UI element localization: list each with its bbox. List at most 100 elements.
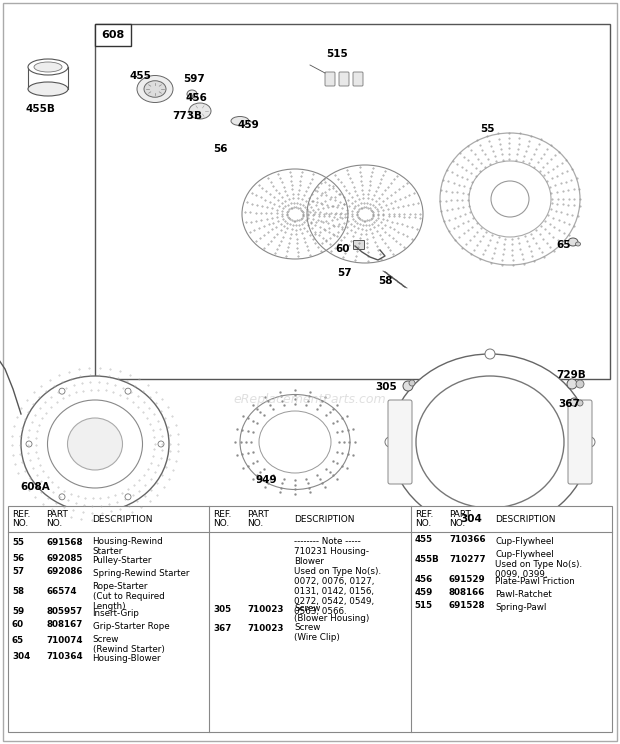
Text: 304: 304 (12, 652, 30, 661)
Ellipse shape (231, 117, 249, 126)
Text: 515: 515 (415, 601, 433, 610)
Text: 949: 949 (255, 475, 277, 485)
FancyBboxPatch shape (388, 400, 412, 484)
Ellipse shape (34, 62, 62, 72)
Text: 608A: 608A (20, 482, 50, 492)
Text: Rope-Starter
(Cut to Required
Length): Rope-Starter (Cut to Required Length) (92, 582, 164, 611)
Text: 60: 60 (335, 244, 350, 254)
Text: 805957: 805957 (46, 607, 82, 616)
Circle shape (125, 494, 131, 500)
Text: 65: 65 (556, 240, 570, 250)
Circle shape (577, 400, 583, 406)
Text: 691568: 691568 (46, 538, 82, 547)
Text: 692085: 692085 (46, 554, 82, 563)
Ellipse shape (491, 181, 529, 217)
Text: 710277: 710277 (449, 554, 485, 564)
Text: 55: 55 (480, 124, 495, 134)
Circle shape (576, 380, 584, 388)
Circle shape (59, 388, 65, 394)
Text: eReplacementParts.com: eReplacementParts.com (234, 393, 386, 405)
Text: 367: 367 (213, 624, 232, 633)
Circle shape (26, 441, 32, 447)
Text: REF.
NO.: REF. NO. (415, 510, 433, 528)
Ellipse shape (259, 411, 331, 473)
FancyBboxPatch shape (339, 72, 349, 86)
Text: 57: 57 (12, 568, 24, 577)
Ellipse shape (240, 394, 350, 490)
Text: 305: 305 (213, 605, 231, 614)
Text: 455: 455 (130, 71, 152, 81)
Text: 691529: 691529 (449, 575, 485, 584)
Text: PART
NO.: PART NO. (247, 510, 270, 528)
Circle shape (403, 381, 413, 391)
Circle shape (59, 494, 65, 500)
Ellipse shape (21, 376, 169, 512)
Text: 808166: 808166 (449, 589, 485, 597)
Text: 56: 56 (213, 144, 228, 154)
Text: 57: 57 (338, 268, 352, 278)
Circle shape (585, 437, 595, 447)
Text: Cup-Flywheel: Cup-Flywheel (495, 537, 554, 546)
Bar (8, 506, 612, 732)
FancyBboxPatch shape (353, 72, 363, 86)
Text: 692086: 692086 (46, 568, 82, 577)
Circle shape (567, 379, 577, 389)
Text: REF.
NO.: REF. NO. (12, 510, 30, 528)
Text: 459: 459 (237, 120, 259, 130)
Text: REF.
NO.: REF. NO. (213, 510, 232, 528)
Text: Screw
(Blower Housing): Screw (Blower Housing) (294, 604, 370, 623)
Text: 455: 455 (415, 536, 433, 545)
FancyBboxPatch shape (568, 400, 592, 484)
Circle shape (570, 398, 578, 406)
Text: 459: 459 (415, 589, 433, 597)
Text: Screw
(Rewind Starter): Screw (Rewind Starter) (92, 635, 164, 654)
Text: 60: 60 (12, 620, 24, 629)
Circle shape (409, 380, 415, 386)
Circle shape (385, 437, 395, 447)
Ellipse shape (28, 82, 68, 96)
Text: 729B: 729B (556, 370, 586, 380)
Text: Cup-Flywheel
Used on Type No(s).
0099, 0399.: Cup-Flywheel Used on Type No(s). 0099, 0… (495, 550, 582, 579)
Text: 710023: 710023 (247, 605, 284, 614)
Text: 710366: 710366 (449, 536, 485, 545)
Text: Spring-Pawl: Spring-Pawl (495, 603, 547, 612)
Text: 515: 515 (326, 49, 348, 59)
Text: Insert-Grip: Insert-Grip (92, 609, 140, 618)
Text: Housing-Rewind
Starter: Housing-Rewind Starter (92, 537, 163, 556)
FancyBboxPatch shape (353, 240, 365, 249)
Text: 55: 55 (12, 538, 24, 547)
Text: DESCRIPTION: DESCRIPTION (294, 515, 355, 524)
Ellipse shape (68, 418, 123, 470)
Text: 808167: 808167 (46, 620, 82, 629)
Bar (95, 24, 610, 379)
Text: Grip-Starter Rope: Grip-Starter Rope (92, 622, 169, 631)
Text: 304: 304 (460, 514, 482, 524)
Text: 773B: 773B (172, 111, 202, 121)
Text: 597: 597 (183, 74, 205, 84)
Text: PART
NO.: PART NO. (46, 510, 68, 528)
Text: 66574: 66574 (46, 587, 77, 596)
Ellipse shape (189, 103, 211, 119)
Ellipse shape (568, 238, 578, 246)
Circle shape (125, 388, 131, 394)
Text: 367: 367 (558, 399, 580, 409)
Text: 455B: 455B (25, 104, 55, 114)
Text: DESCRIPTION: DESCRIPTION (495, 515, 556, 524)
Ellipse shape (187, 90, 197, 98)
FancyBboxPatch shape (325, 72, 335, 86)
Text: 455B: 455B (415, 554, 440, 564)
Text: 59: 59 (12, 607, 24, 616)
Bar (95, 24, 131, 46)
Text: 65: 65 (12, 636, 24, 645)
Ellipse shape (192, 94, 198, 98)
Ellipse shape (144, 81, 166, 97)
Circle shape (485, 349, 495, 359)
Text: Pulley-Starter: Pulley-Starter (92, 556, 152, 565)
Text: PART
NO.: PART NO. (449, 510, 471, 528)
Text: 691528: 691528 (449, 601, 485, 610)
Text: 456: 456 (185, 93, 207, 103)
Text: Screw
(Wire Clip): Screw (Wire Clip) (294, 623, 340, 642)
Text: 58: 58 (12, 587, 24, 596)
Text: -------- Note -----
710231 Housing-
Blower
Used on Type No(s).
0072, 0076, 0127,: -------- Note ----- 710231 Housing- Blow… (294, 537, 381, 616)
Text: Spring-Rewind Starter: Spring-Rewind Starter (92, 569, 189, 578)
